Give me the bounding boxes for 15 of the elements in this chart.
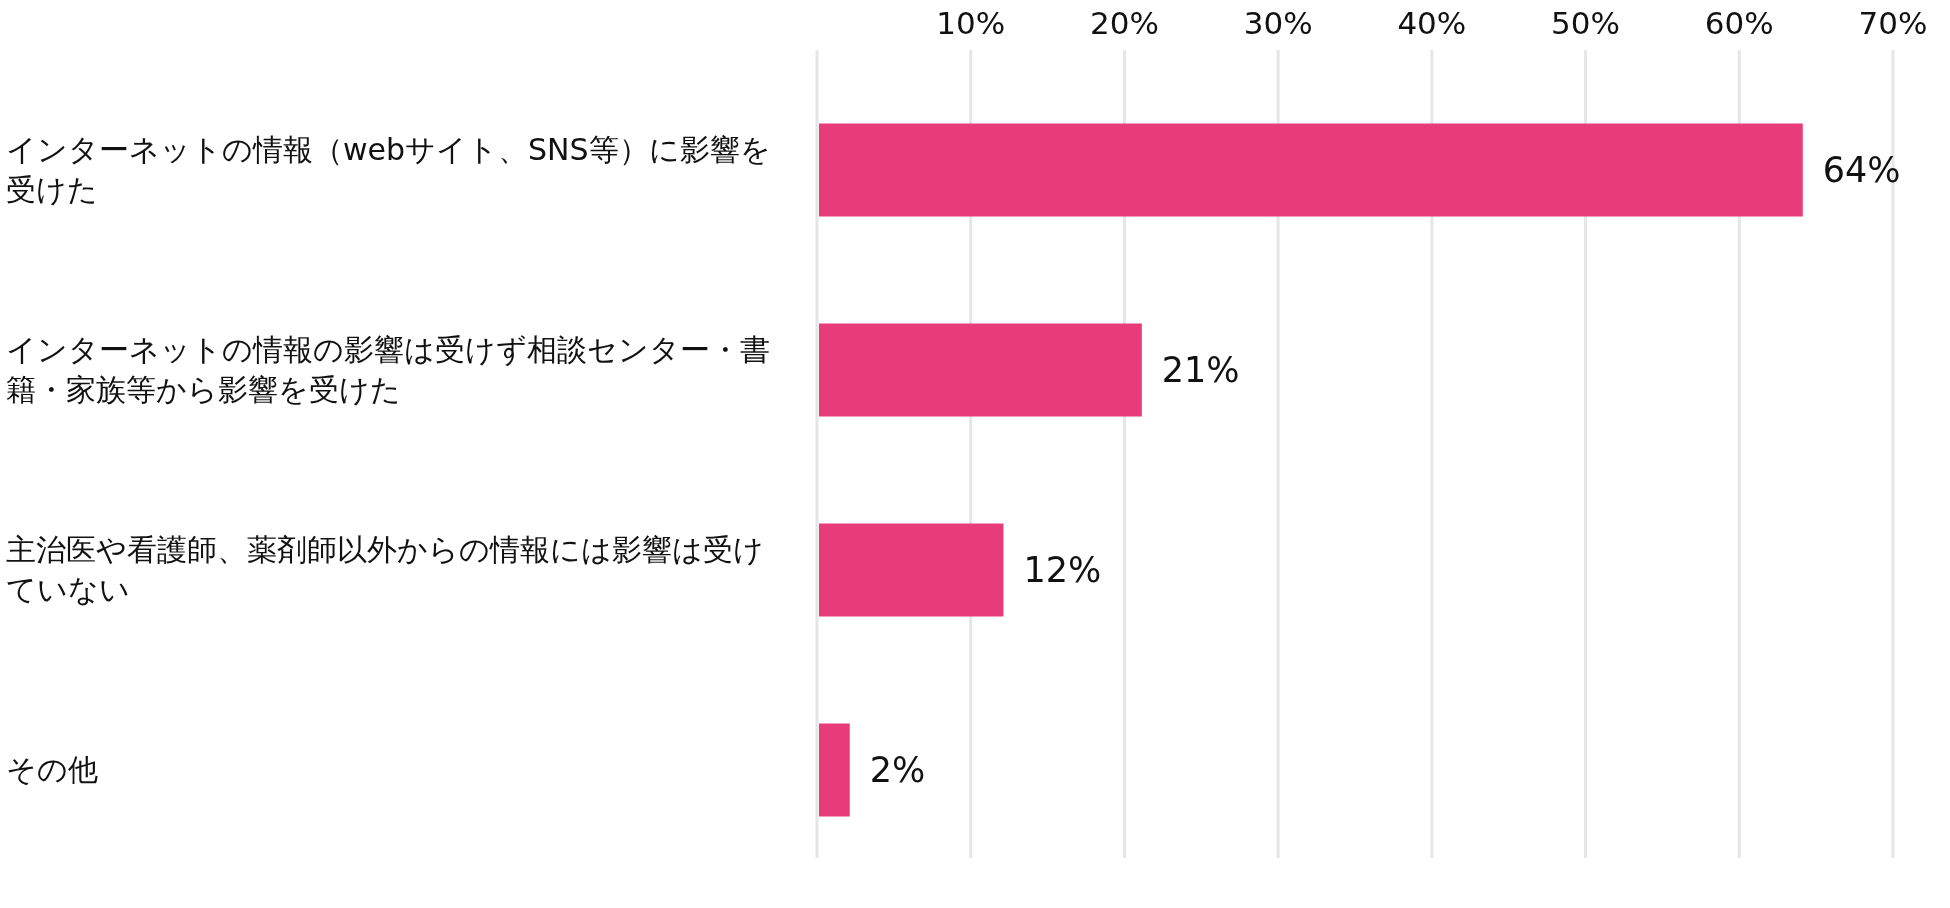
data-label: 21%: [1161, 350, 1240, 390]
x-tick-label: 50%: [1551, 5, 1621, 41]
x-tick-label: 40%: [1397, 5, 1467, 41]
x-tick-label: 10%: [936, 5, 1006, 41]
x-tick-label: 70%: [1858, 5, 1928, 41]
data-label: 12%: [1023, 550, 1102, 590]
data-label: 64%: [1822, 150, 1901, 190]
y-tick-label: インターネットの情報の影響は受けず相談センター・書籍・家族等から影響を受けた: [6, 332, 770, 407]
y-tick-label: インターネットの情報（webサイト、SNS等）に影響を受けた: [6, 132, 771, 207]
y-tick-label: その他: [6, 752, 98, 787]
data-label: 2%: [869, 750, 926, 790]
x-tick-label: 30%: [1243, 5, 1313, 41]
x-tick-label: 60%: [1704, 5, 1774, 41]
y-tick-label: 主治医や看護師、薬剤師以外からの情報には影響は受けていない: [6, 532, 764, 607]
x-tick-label: 20%: [1089, 5, 1159, 41]
